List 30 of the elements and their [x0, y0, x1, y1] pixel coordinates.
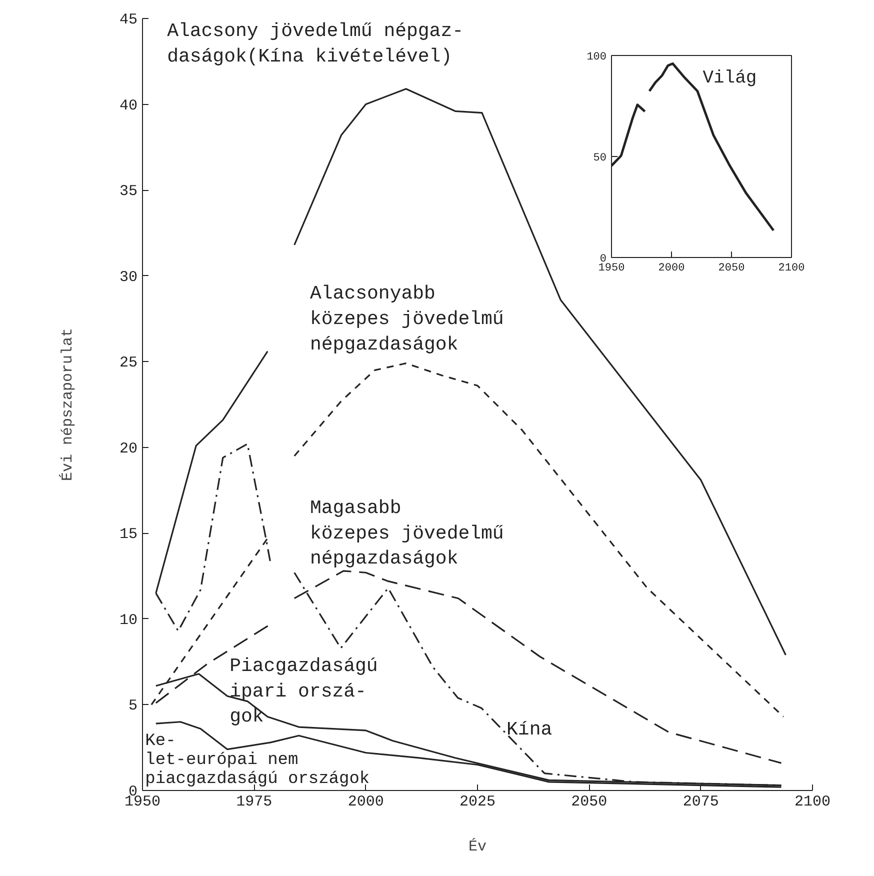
y-tick-label: 40	[119, 97, 138, 114]
y-tick-label: 30	[119, 268, 138, 286]
text: Alacsony jövedelmű népgaz- daságok(Kína kivételével)	[167, 20, 464, 68]
x-tick-label: 2025	[459, 794, 496, 810]
x-tick-label: 1975	[236, 794, 272, 810]
x-tick-label: 2075	[682, 794, 719, 810]
y-tick-label: 25	[119, 354, 138, 372]
y-tick-label: 10	[119, 612, 138, 629]
x-tick-label: 2100	[794, 794, 831, 810]
series-label: Piacgazdaságú ipari orszá- gok	[230, 654, 378, 728]
text: Alacsonyabb közepes jövedelmű népgazdaságok	[310, 282, 504, 356]
y-tick-label: 35	[119, 183, 138, 200]
y-tick-label: 15	[119, 526, 138, 544]
x-tick-label: 2100	[778, 262, 805, 274]
x-tick-label: 1950	[598, 262, 625, 274]
y-tick-label: 45	[119, 12, 138, 28]
x-axis-title: Év	[468, 838, 487, 856]
x-tick-label: 2000	[348, 794, 384, 810]
series-label: Kína	[506, 718, 552, 740]
y-tick-label: 100	[586, 52, 607, 64]
series-label: Ke- let-európai nem piacgazdaságú országok	[145, 732, 370, 789]
x-tick-label: 2000	[658, 262, 685, 274]
y-tick-label: 20	[119, 440, 138, 458]
series-label: Magasabb közepes jövedelmű népgazdaságok	[310, 497, 504, 570]
x-tick-label: 2050	[571, 794, 608, 810]
y-tick-label: 5	[128, 698, 138, 715]
series-label: Világ	[702, 68, 757, 89]
y-axis-title: Évi népszaporulat	[58, 328, 76, 482]
x-tick-label: 2050	[718, 262, 745, 274]
y-tick-label: 50	[593, 152, 606, 164]
